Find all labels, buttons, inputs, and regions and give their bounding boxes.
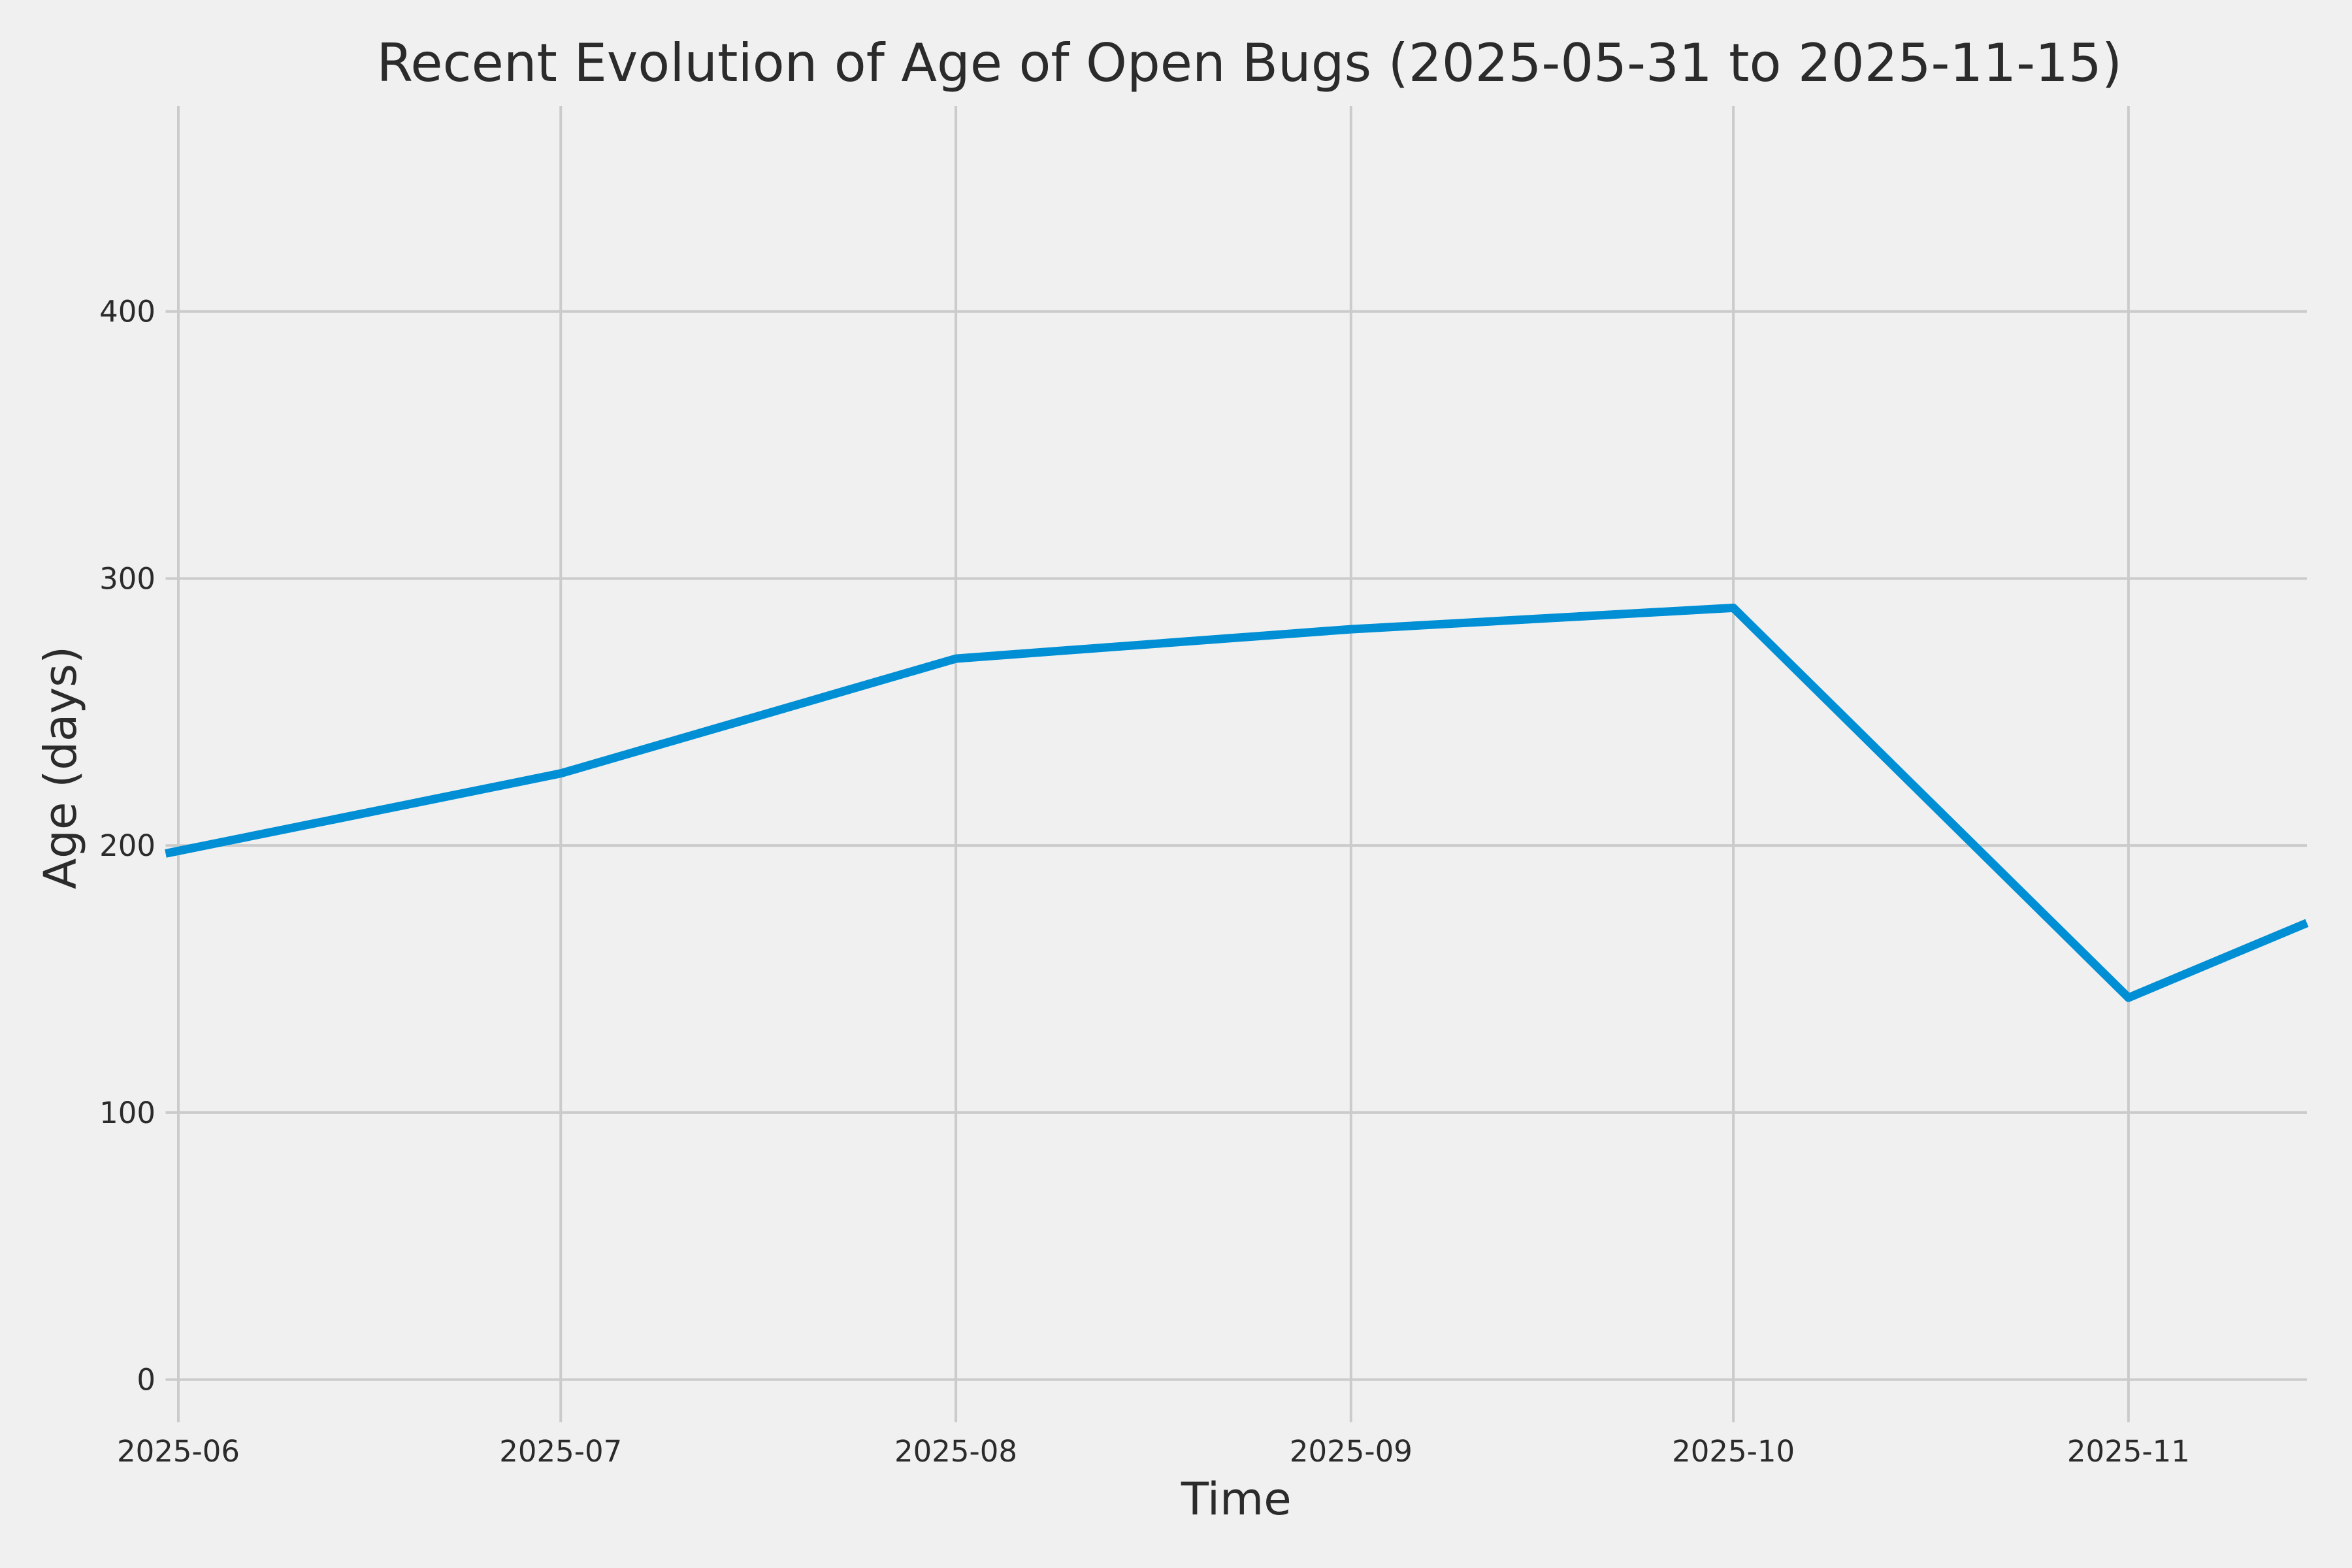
grid-layer [165, 106, 2307, 1422]
x-tick-label-2025-06: 2025-06 [117, 1434, 240, 1469]
x-tick-label-2025-11: 2025-11 [2067, 1434, 2190, 1469]
x-tick-label-2025-08: 2025-08 [894, 1434, 1017, 1469]
chart-title: Recent Evolution of Age of Open Bugs (20… [376, 33, 2122, 93]
y-axis-label: Age (days) [35, 646, 87, 889]
y-tick-label-100: 100 [99, 1096, 155, 1130]
x-axis-label: Time [1181, 1473, 1292, 1526]
y-tick-label-200: 200 [99, 828, 155, 863]
y-tick-label-400: 400 [99, 295, 155, 329]
x-tick-label-2025-09: 2025-09 [1290, 1434, 1413, 1469]
y-tick-label-300: 300 [99, 561, 155, 596]
x-tick-label-2025-10: 2025-10 [1672, 1434, 1795, 1469]
y-tick-label-0: 0 [137, 1363, 155, 1397]
tick-label-layer: 0 100 200 300 400 2025-06 2025-07 2025-08 2025-0… [99, 295, 2190, 1469]
x-tick-label-2025-07: 2025-07 [499, 1434, 622, 1469]
age-line-series [165, 603, 2309, 1002]
